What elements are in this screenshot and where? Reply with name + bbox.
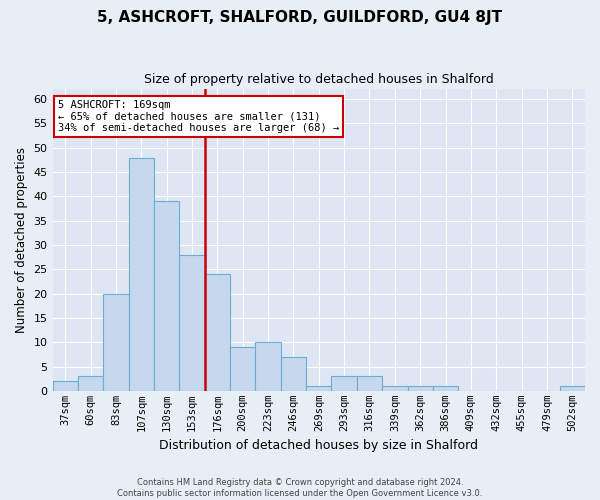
Bar (230, 347, 256, 391)
Bar (256, 342, 281, 391)
Bar (179, 255, 205, 391)
Bar (281, 357, 306, 391)
X-axis label: Distribution of detached houses by size in Shalford: Distribution of detached houses by size … (159, 440, 478, 452)
Bar (331, 376, 357, 391)
Text: 5 ASHCROFT: 169sqm
← 65% of detached houses are smaller (131)
34% of semi-detach: 5 ASHCROFT: 169sqm ← 65% of detached hou… (58, 100, 339, 133)
Title: Size of property relative to detached houses in Shalford: Size of property relative to detached ho… (144, 72, 494, 86)
Bar (53, 381, 78, 391)
Bar (433, 386, 458, 391)
Y-axis label: Number of detached properties: Number of detached properties (15, 147, 28, 333)
Bar (357, 376, 382, 391)
Bar (78, 376, 103, 391)
Bar (103, 294, 128, 391)
Bar (560, 386, 585, 391)
Bar (407, 386, 433, 391)
Bar (205, 274, 230, 391)
Bar (306, 386, 331, 391)
Text: 5, ASHCROFT, SHALFORD, GUILDFORD, GU4 8JT: 5, ASHCROFT, SHALFORD, GUILDFORD, GU4 8J… (97, 10, 503, 25)
Bar (154, 202, 179, 391)
Bar (382, 386, 407, 391)
Bar (128, 158, 154, 391)
Text: Contains HM Land Registry data © Crown copyright and database right 2024.
Contai: Contains HM Land Registry data © Crown c… (118, 478, 482, 498)
